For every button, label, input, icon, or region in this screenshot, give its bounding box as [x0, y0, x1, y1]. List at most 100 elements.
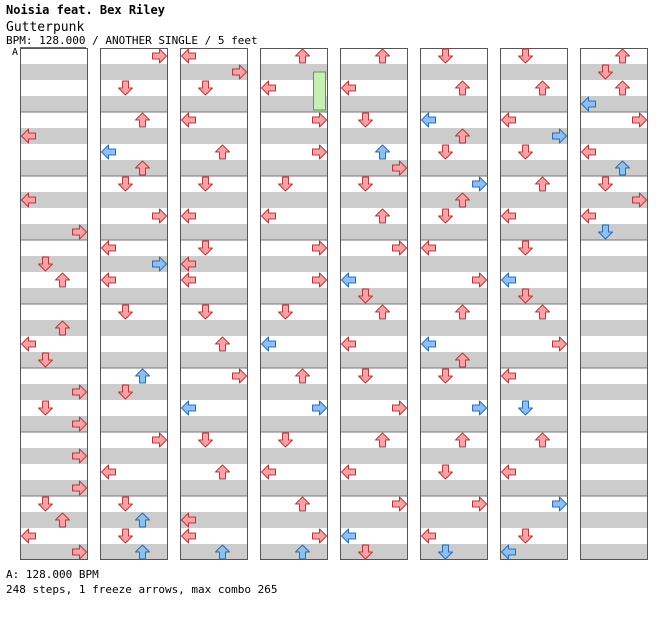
arrow-up-icon: [455, 80, 470, 96]
arrow-right-icon: [232, 64, 247, 80]
arrow-left-icon: [421, 336, 436, 352]
arrow-up-icon: [455, 192, 470, 208]
arrow-right-icon: [392, 400, 407, 416]
beat-stripe: [500, 448, 568, 464]
beat-stripe: [100, 256, 168, 272]
arrow-up-icon: [55, 512, 70, 528]
arrow-down-icon: [438, 208, 453, 224]
beat-stripe: [340, 256, 408, 272]
beat-stripe: [340, 480, 408, 496]
arrow-left-icon: [181, 400, 196, 416]
arrow-left-icon: [181, 512, 196, 528]
arrow-right-icon: [152, 256, 167, 272]
arrow-down-icon: [438, 48, 453, 64]
arrow-down-icon: [198, 176, 213, 192]
arrow-right-icon: [72, 480, 87, 496]
arrow-left-icon: [181, 272, 196, 288]
beat-stripe: [180, 160, 248, 176]
arrow-down-icon: [38, 352, 53, 368]
arrow-up-icon: [375, 208, 390, 224]
arrow-up-icon: [295, 368, 310, 384]
arrow-left-icon: [21, 128, 36, 144]
arrow-up-icon: [535, 176, 550, 192]
beat-stripe: [580, 192, 648, 208]
beat-stripe: [20, 128, 88, 144]
arrow-left-icon: [21, 192, 36, 208]
arrow-up-icon: [615, 80, 630, 96]
beat-stripe: [180, 256, 248, 272]
arrow-right-icon: [392, 496, 407, 512]
arrow-up-icon: [135, 112, 150, 128]
arrow-down-icon: [38, 256, 53, 272]
beat-stripe: [260, 160, 328, 176]
arrow-left-icon: [181, 256, 196, 272]
beat-stripe: [580, 544, 648, 560]
arrow-down-icon: [518, 400, 533, 416]
arrow-up-icon: [615, 48, 630, 64]
beat-stripe: [340, 512, 408, 528]
beat-stripe: [500, 256, 568, 272]
arrow-right-icon: [312, 144, 327, 160]
beat-stripe: [340, 416, 408, 432]
arrow-left-icon: [181, 208, 196, 224]
beat-stripe: [260, 544, 328, 560]
beat-stripe: [500, 416, 568, 432]
beat-stripe: [580, 512, 648, 528]
beat-stripe: [180, 320, 248, 336]
arrow-down-icon: [118, 384, 133, 400]
beat-stripe: [500, 224, 568, 240]
beat-stripe: [580, 384, 648, 400]
arrow-down-icon: [518, 528, 533, 544]
arrow-left-icon: [581, 208, 596, 224]
beat-stripe: [500, 192, 568, 208]
arrow-up-icon: [295, 496, 310, 512]
arrow-right-icon: [312, 112, 327, 128]
arrow-up-icon: [135, 544, 150, 560]
arrow-left-icon: [261, 80, 276, 96]
arrow-left-icon: [501, 544, 516, 560]
arrow-up-icon: [535, 432, 550, 448]
chart-column: [100, 48, 168, 560]
arrow-up-icon: [455, 128, 470, 144]
arrow-left-icon: [101, 240, 116, 256]
beat-stripe: [420, 256, 488, 272]
beat-stripe: [340, 224, 408, 240]
arrow-right-icon: [552, 336, 567, 352]
arrow-right-icon: [72, 224, 87, 240]
arrow-left-icon: [181, 48, 196, 64]
beat-stripe: [580, 256, 648, 272]
beat-stripe: [500, 480, 568, 496]
beat-stripe: [260, 448, 328, 464]
beat-stripe: [20, 448, 88, 464]
arrow-right-icon: [152, 48, 167, 64]
chart-info: BPM: 128.000 / ANOTHER SINGLE / 5 feet: [6, 34, 258, 47]
beat-stripe: [20, 64, 88, 80]
arrow-left-icon: [341, 528, 356, 544]
arrow-left-icon: [341, 464, 356, 480]
chart-column: [340, 48, 408, 560]
beat-stripe: [180, 288, 248, 304]
beat-stripe: [260, 64, 328, 80]
arrow-down-icon: [38, 496, 53, 512]
beat-stripe: [260, 512, 328, 528]
beat-stripe: [20, 160, 88, 176]
chart-column: [420, 48, 488, 560]
arrow-right-icon: [72, 384, 87, 400]
arrow-down-icon: [278, 176, 293, 192]
arrow-up-icon: [455, 304, 470, 320]
arrow-down-icon: [598, 224, 613, 240]
beat-stripe: [180, 512, 248, 528]
arrow-left-icon: [21, 528, 36, 544]
arrow-right-icon: [632, 192, 647, 208]
beat-stripe: [500, 160, 568, 176]
beat-stripe: [20, 96, 88, 112]
arrow-left-icon: [501, 464, 516, 480]
beat-stripe: [340, 64, 408, 80]
beat-stripe: [100, 128, 168, 144]
beat-stripe: [100, 544, 168, 560]
arrow-down-icon: [118, 496, 133, 512]
arrow-down-icon: [198, 240, 213, 256]
beat-stripe: [180, 192, 248, 208]
beat-stripe: [100, 480, 168, 496]
beat-stripe: [260, 352, 328, 368]
